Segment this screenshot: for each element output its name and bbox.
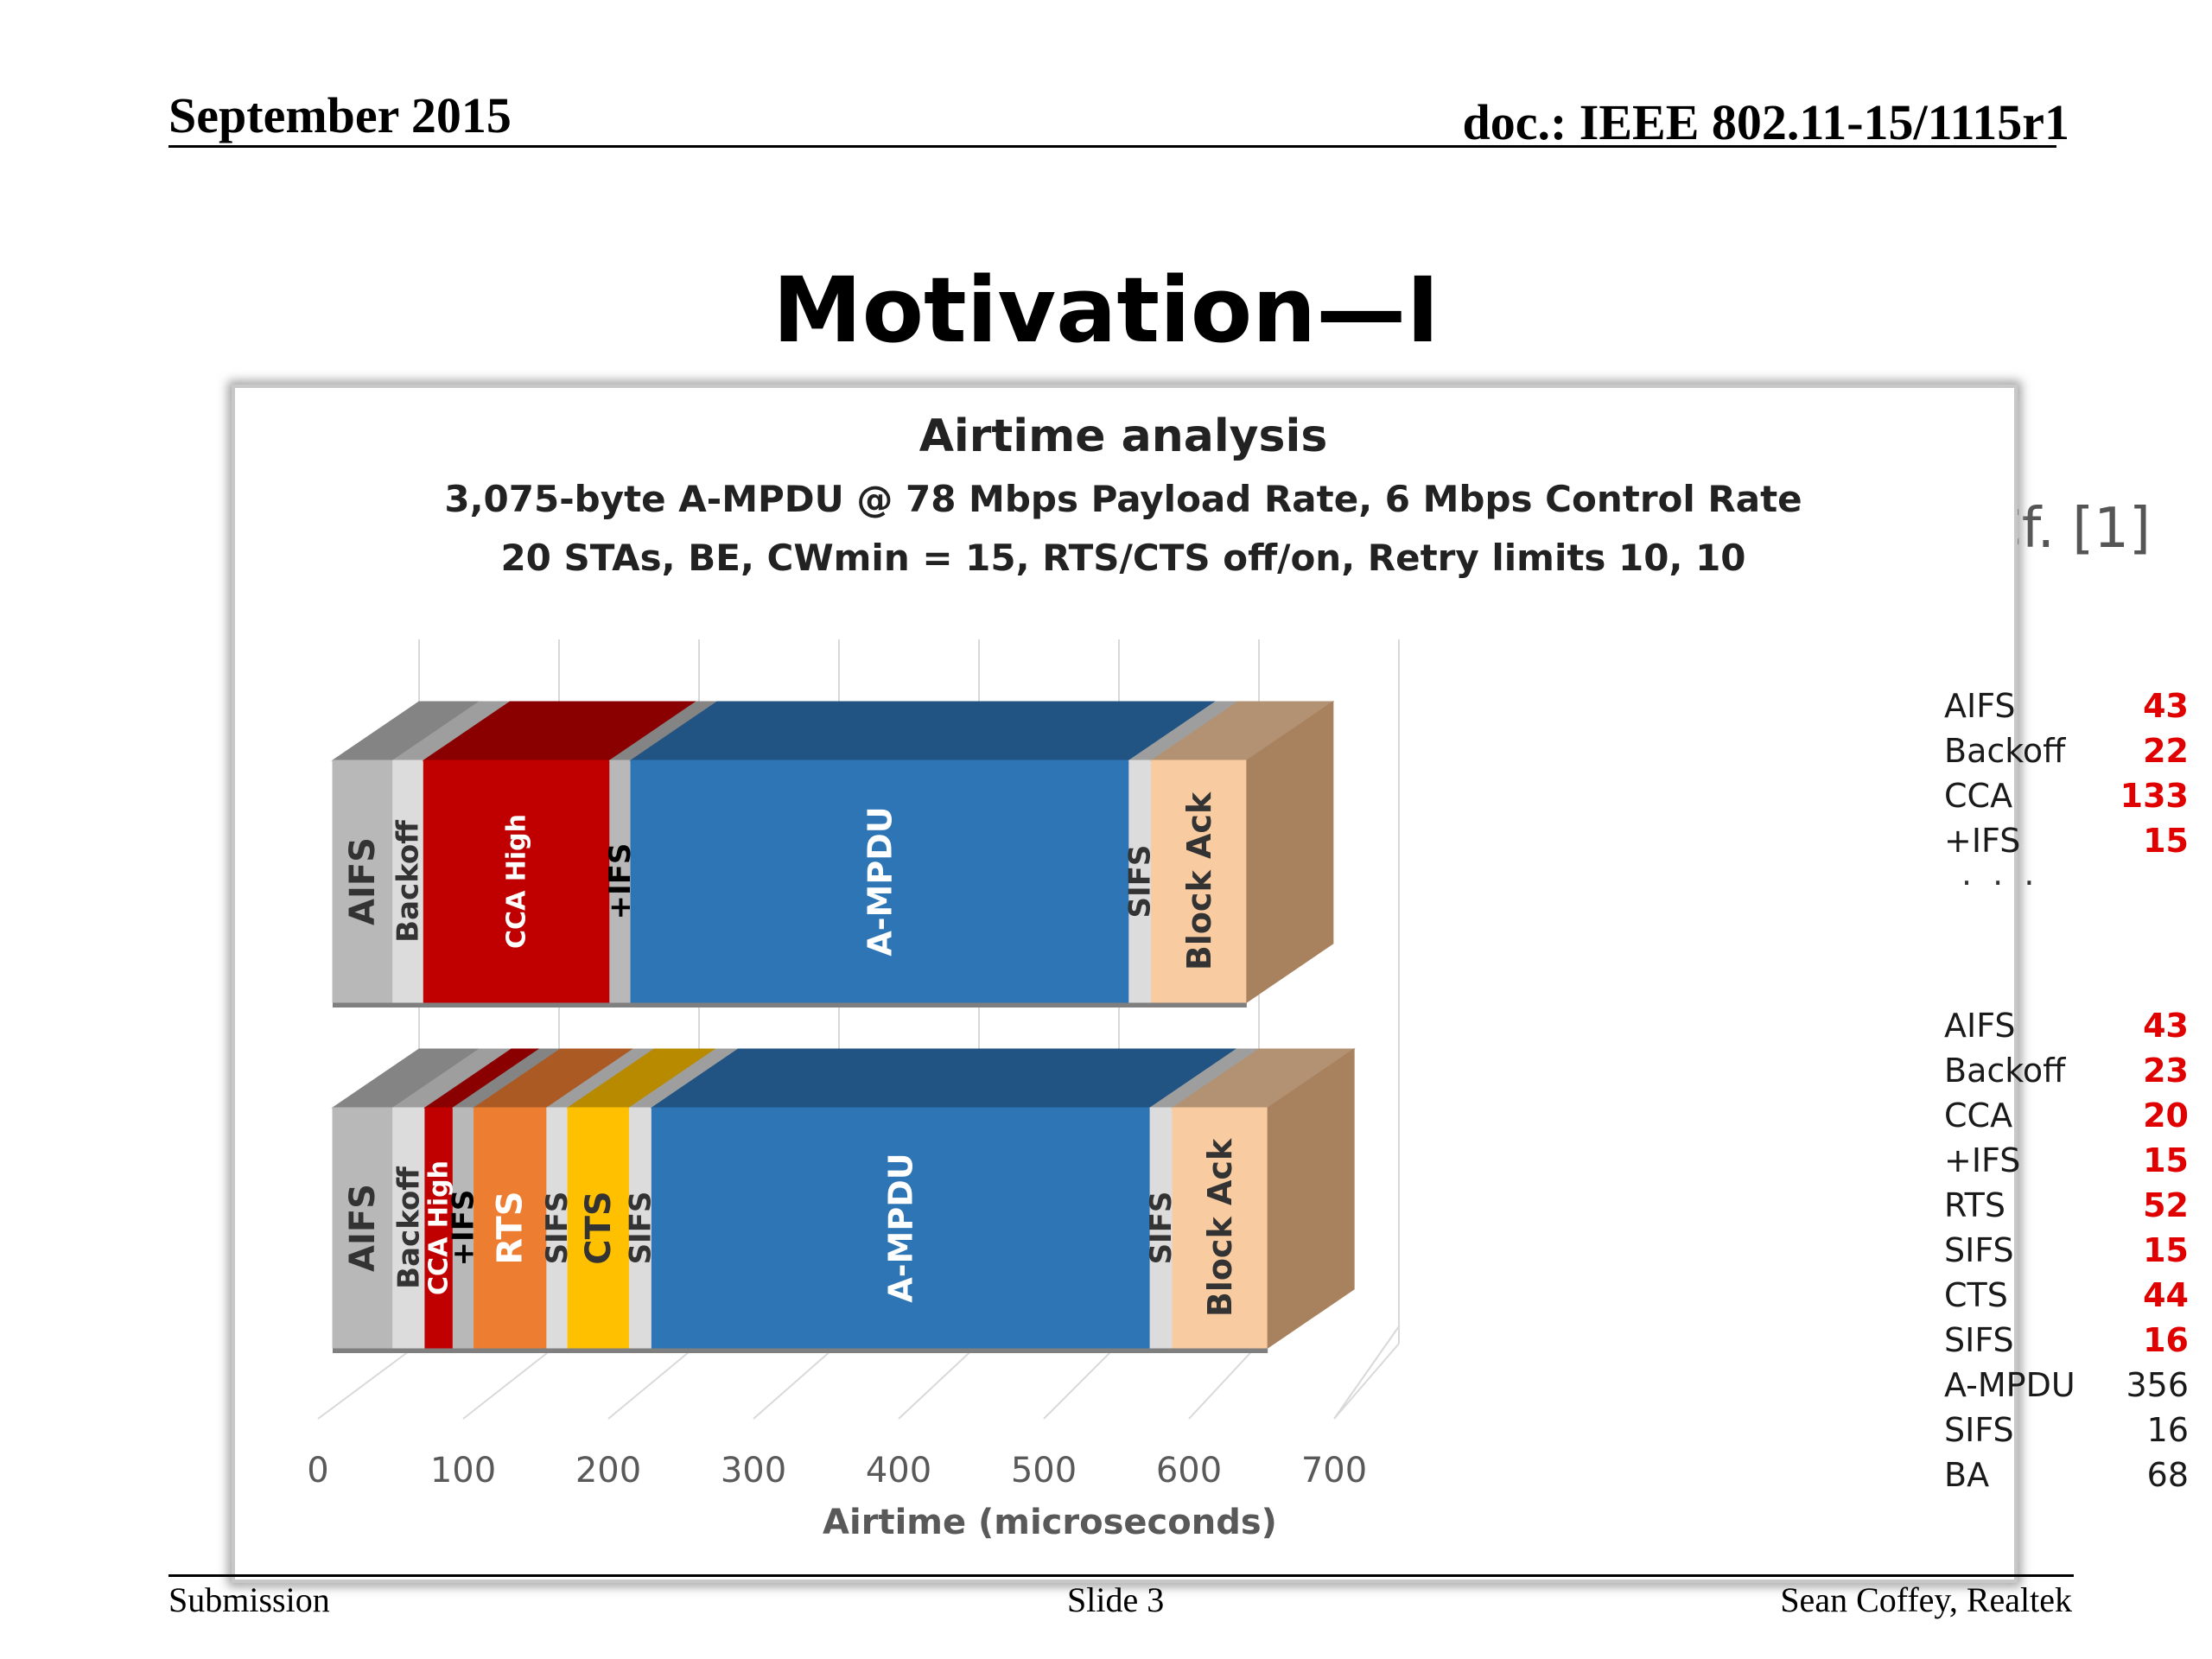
table-row-label: AIFS — [1944, 1007, 2016, 1045]
slide-title: Motivation—I — [772, 257, 1440, 363]
floor-edge — [1333, 1325, 1400, 1420]
table-row-value: 356 — [2126, 1366, 2189, 1404]
table-row-label: RTS — [1944, 1186, 2005, 1224]
x-axis-label: Airtime (microseconds) — [823, 1503, 1277, 1542]
bar-segment — [630, 760, 1130, 1003]
floor-gridline — [1188, 1343, 1260, 1420]
x-tick-label: 200 — [575, 1451, 641, 1491]
table-row-value: 15 — [2143, 1141, 2189, 1179]
bar-segment — [452, 1107, 475, 1349]
floor-gridline — [1333, 1343, 1400, 1420]
bar-1: AIFS Backoff CCA High +IFS A-MPDU SIFS Block A… — [331, 701, 1335, 1007]
table-row-label: SIFS — [1944, 1411, 2014, 1449]
bar-segment — [567, 1107, 630, 1349]
floor-gridline — [1043, 1343, 1120, 1420]
table-row-value: 16 — [2146, 1411, 2189, 1449]
table-row-label: BA — [1944, 1456, 1990, 1494]
header-doc-id: doc.: IEEE 802.11-15/1115r1 — [1462, 94, 2069, 150]
table-row-label: Backoff — [1944, 1052, 2066, 1090]
x-tick-label: 500 — [1011, 1451, 1077, 1491]
bar-segment — [1128, 760, 1153, 1003]
table-row-label: CCA — [1944, 777, 2013, 815]
table-row-value: 23 — [2143, 1052, 2189, 1090]
table-row-value: 15 — [2143, 1231, 2189, 1269]
floor-gridline — [898, 1343, 980, 1420]
x-tick-label: 0 — [307, 1451, 328, 1491]
table-row-label: AIFS — [1944, 687, 2016, 725]
bar-segment-label: RTS — [491, 1191, 531, 1264]
bar-segment — [332, 760, 394, 1003]
bar-segment — [1149, 1107, 1173, 1349]
bar-segment — [628, 1107, 652, 1349]
x-tick-label: 300 — [721, 1451, 786, 1491]
bar-segment — [424, 1107, 454, 1349]
x-tick-label: 600 — [1156, 1451, 1222, 1491]
table-row-label: CTS — [1944, 1276, 2008, 1314]
floor-gridline — [317, 1343, 420, 1420]
bar-segment-label: CCA High — [502, 814, 532, 949]
table-row-value: 68 — [2146, 1456, 2189, 1494]
table-row-label: SIFS — [1944, 1321, 2014, 1359]
bar-segment — [392, 760, 424, 1003]
footer-rule — [168, 1574, 2074, 1577]
footer-slide-number: Slide 3 — [1067, 1580, 1165, 1619]
table-row-label: Backoff — [1944, 732, 2066, 770]
bar-segment — [423, 760, 611, 1003]
table-ellipsis: . . . — [1961, 855, 2040, 893]
table-row-label: CCA — [1944, 1096, 2013, 1135]
bar-segment — [546, 1107, 569, 1349]
chart-title: Airtime analysis — [919, 410, 1328, 462]
table-row-label: +IFS — [1944, 1141, 2021, 1179]
table-row-label: SIFS — [1944, 1231, 2014, 1269]
table-row-value: 133 — [2120, 777, 2189, 815]
table-row-value: 44 — [2143, 1276, 2189, 1314]
table-row-value: 52 — [2143, 1186, 2189, 1224]
bar-end-face — [1267, 1048, 1355, 1349]
bar-segment-label: CTS — [579, 1191, 619, 1264]
bar-segment — [332, 1107, 394, 1349]
footer-submission: Submission — [168, 1580, 330, 1619]
bar-segment-label: Block Ack — [1201, 1138, 1239, 1317]
bar-segment — [1151, 760, 1248, 1003]
table-row-value: 43 — [2143, 687, 2189, 725]
header-rule — [168, 145, 2056, 148]
x-tick-label: 100 — [430, 1451, 496, 1491]
bar-segment-top — [650, 1048, 1238, 1109]
table-row-value: 16 — [2143, 1321, 2189, 1359]
table-row-value: 20 — [2143, 1096, 2189, 1135]
table-row-value: 15 — [2143, 822, 2189, 860]
bar-segment-label: A-MPDU — [861, 806, 899, 956]
bar-segment-label: Backoff — [391, 820, 425, 943]
chart-subtitle-line-1: 3,075-byte A-MPDU @ 78 Mbps Payload Rate… — [444, 478, 1802, 520]
header-date: September 2015 — [168, 87, 512, 143]
bar-segment-top — [629, 701, 1217, 761]
bar-segment-label: AIFS — [343, 837, 383, 925]
bar-segment-label: AIFS — [343, 1184, 383, 1272]
bar-segment-label: Block Ack — [1180, 791, 1218, 970]
table-row-label: +IFS — [1944, 822, 2021, 860]
chart-subtitle-line-2: 20 STAs, BE, CWmin = 15, RTS/CTS off/on,… — [500, 537, 1745, 579]
bar-segment-label: Backoff — [391, 1166, 426, 1289]
bar-segment-label: CCA High — [424, 1160, 454, 1295]
table-row-value: 22 — [2143, 732, 2189, 770]
x-tick-label: 400 — [866, 1451, 931, 1491]
floor-gridline — [753, 1343, 840, 1420]
floor-gridline — [607, 1343, 700, 1420]
bar-segment — [609, 760, 632, 1003]
footer-author: Sean Coffey, Realtek — [1780, 1580, 2072, 1619]
table-row-value: 43 — [2143, 1007, 2189, 1045]
bar-segment — [1172, 1107, 1268, 1349]
table-row-label: A-MPDU — [1944, 1366, 2075, 1404]
bar-segment — [474, 1107, 548, 1349]
bar-segment-label: A-MPDU — [882, 1153, 920, 1302]
bar-end-face — [1246, 701, 1334, 1003]
bar-segment — [651, 1107, 1151, 1349]
floor-gridline — [462, 1343, 560, 1420]
x-tick-label: 700 — [1301, 1451, 1367, 1491]
